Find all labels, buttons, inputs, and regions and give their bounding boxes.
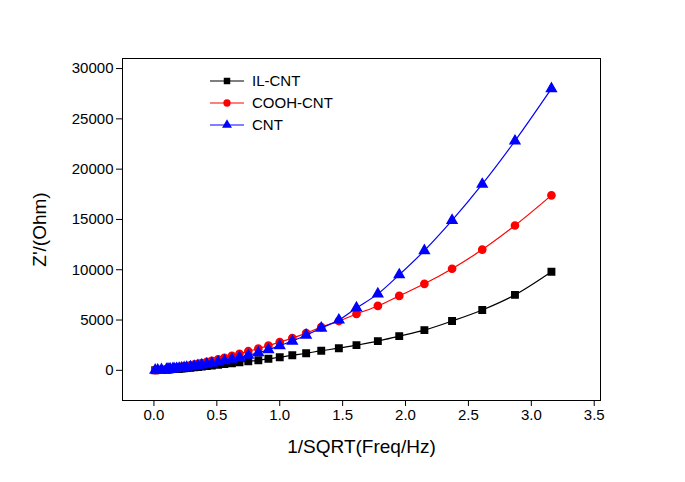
svg-text:25000: 25000 xyxy=(72,110,114,127)
svg-text:20000: 20000 xyxy=(72,160,114,177)
svg-text:1.5: 1.5 xyxy=(332,406,353,423)
svg-text:30000: 30000 xyxy=(72,59,114,76)
svg-text:0: 0 xyxy=(105,361,113,378)
html-text:COOH-CNT: COOH-CNT xyxy=(252,94,333,111)
svg-text:15000: 15000 xyxy=(72,210,114,227)
html-text:CNT: CNT xyxy=(252,116,283,133)
svg-text:1/SQRT(Freq/Hz): 1/SQRT(Freq/Hz) xyxy=(287,436,436,457)
svg-text:3.5: 3.5 xyxy=(584,406,605,423)
svg-text:2.0: 2.0 xyxy=(395,406,416,423)
svg-text:Z'/(Ohm): Z'/(Ohm) xyxy=(29,192,50,266)
svg-text:10000: 10000 xyxy=(72,261,114,278)
svg-text:0.0: 0.0 xyxy=(144,406,165,423)
html-text:IL-CNT: IL-CNT xyxy=(252,72,301,89)
svg-text:0.5: 0.5 xyxy=(206,406,227,423)
svg-text:1.0: 1.0 xyxy=(269,406,290,423)
svg-text:2.5: 2.5 xyxy=(458,406,479,423)
svg-text:3.0: 3.0 xyxy=(521,406,542,423)
svg-text:5000: 5000 xyxy=(80,311,113,328)
